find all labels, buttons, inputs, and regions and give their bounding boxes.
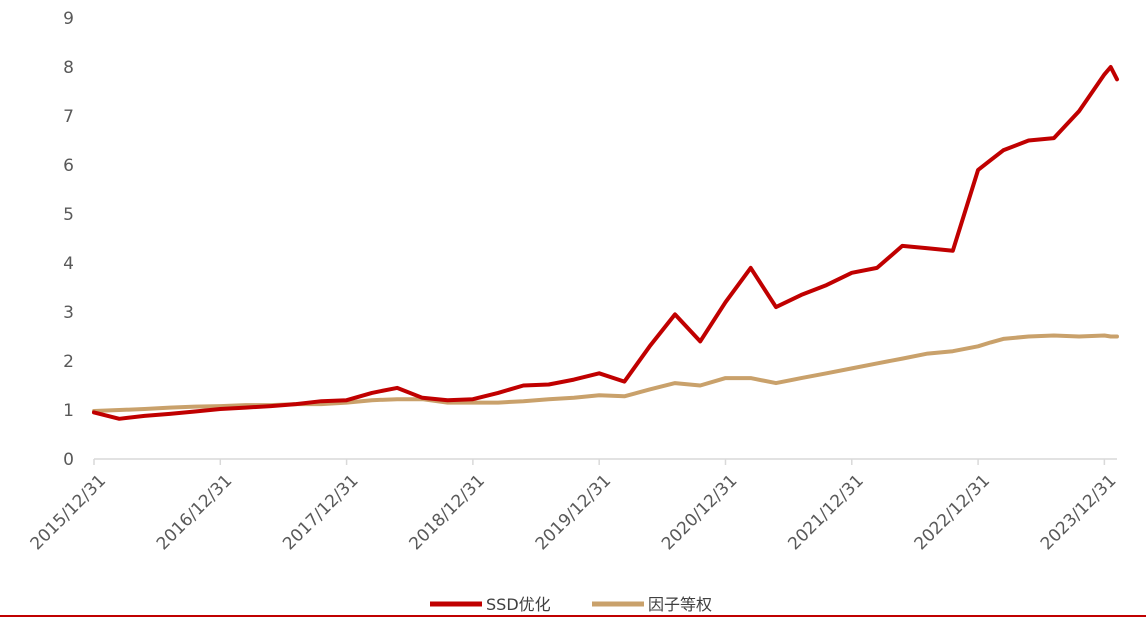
x-tick-label: 2021/12/31 — [784, 471, 867, 554]
y-tick-label: 0 — [63, 450, 74, 470]
y-tick-label: 3 — [63, 303, 74, 323]
series-line-0 — [92, 65, 1119, 421]
legend: SSD优化 因子等权 — [430, 595, 712, 614]
bottom-divider — [0, 615, 1146, 617]
y-tick-label: 8 — [63, 58, 74, 78]
x-tick-label: 2023/12/31 — [1037, 471, 1120, 554]
series-layer — [92, 65, 1119, 421]
x-tick-label: 2022/12/31 — [911, 471, 994, 554]
y-tick-label: 1 — [63, 401, 74, 421]
x-tick-label: 2019/12/31 — [532, 471, 615, 554]
series-line-1 — [92, 333, 1119, 413]
legend-label: SSD优化 — [486, 595, 551, 614]
legend-label: 因子等权 — [648, 595, 712, 614]
x-tick-label: 2015/12/31 — [27, 471, 110, 554]
y-tick-label: 6 — [63, 156, 74, 176]
y-tick-label: 4 — [63, 254, 74, 274]
y-tick-label: 2 — [63, 352, 74, 372]
x-tick-label: 2017/12/31 — [279, 471, 362, 554]
x-axis: 2015/12/31 2016/12/31 2017/12/31 2018/12/31… — [27, 459, 1120, 554]
x-tick-label: 2018/12/31 — [405, 471, 488, 554]
y-tick-label: 5 — [63, 205, 74, 225]
x-tick-label: 2016/12/31 — [153, 471, 236, 554]
y-tick-label: 9 — [63, 9, 74, 29]
y-tick-label: 7 — [63, 107, 74, 127]
x-tick-label: 2020/12/31 — [658, 471, 741, 554]
y-axis: 0 1 2 3 4 5 6 7 8 9 — [63, 9, 74, 470]
